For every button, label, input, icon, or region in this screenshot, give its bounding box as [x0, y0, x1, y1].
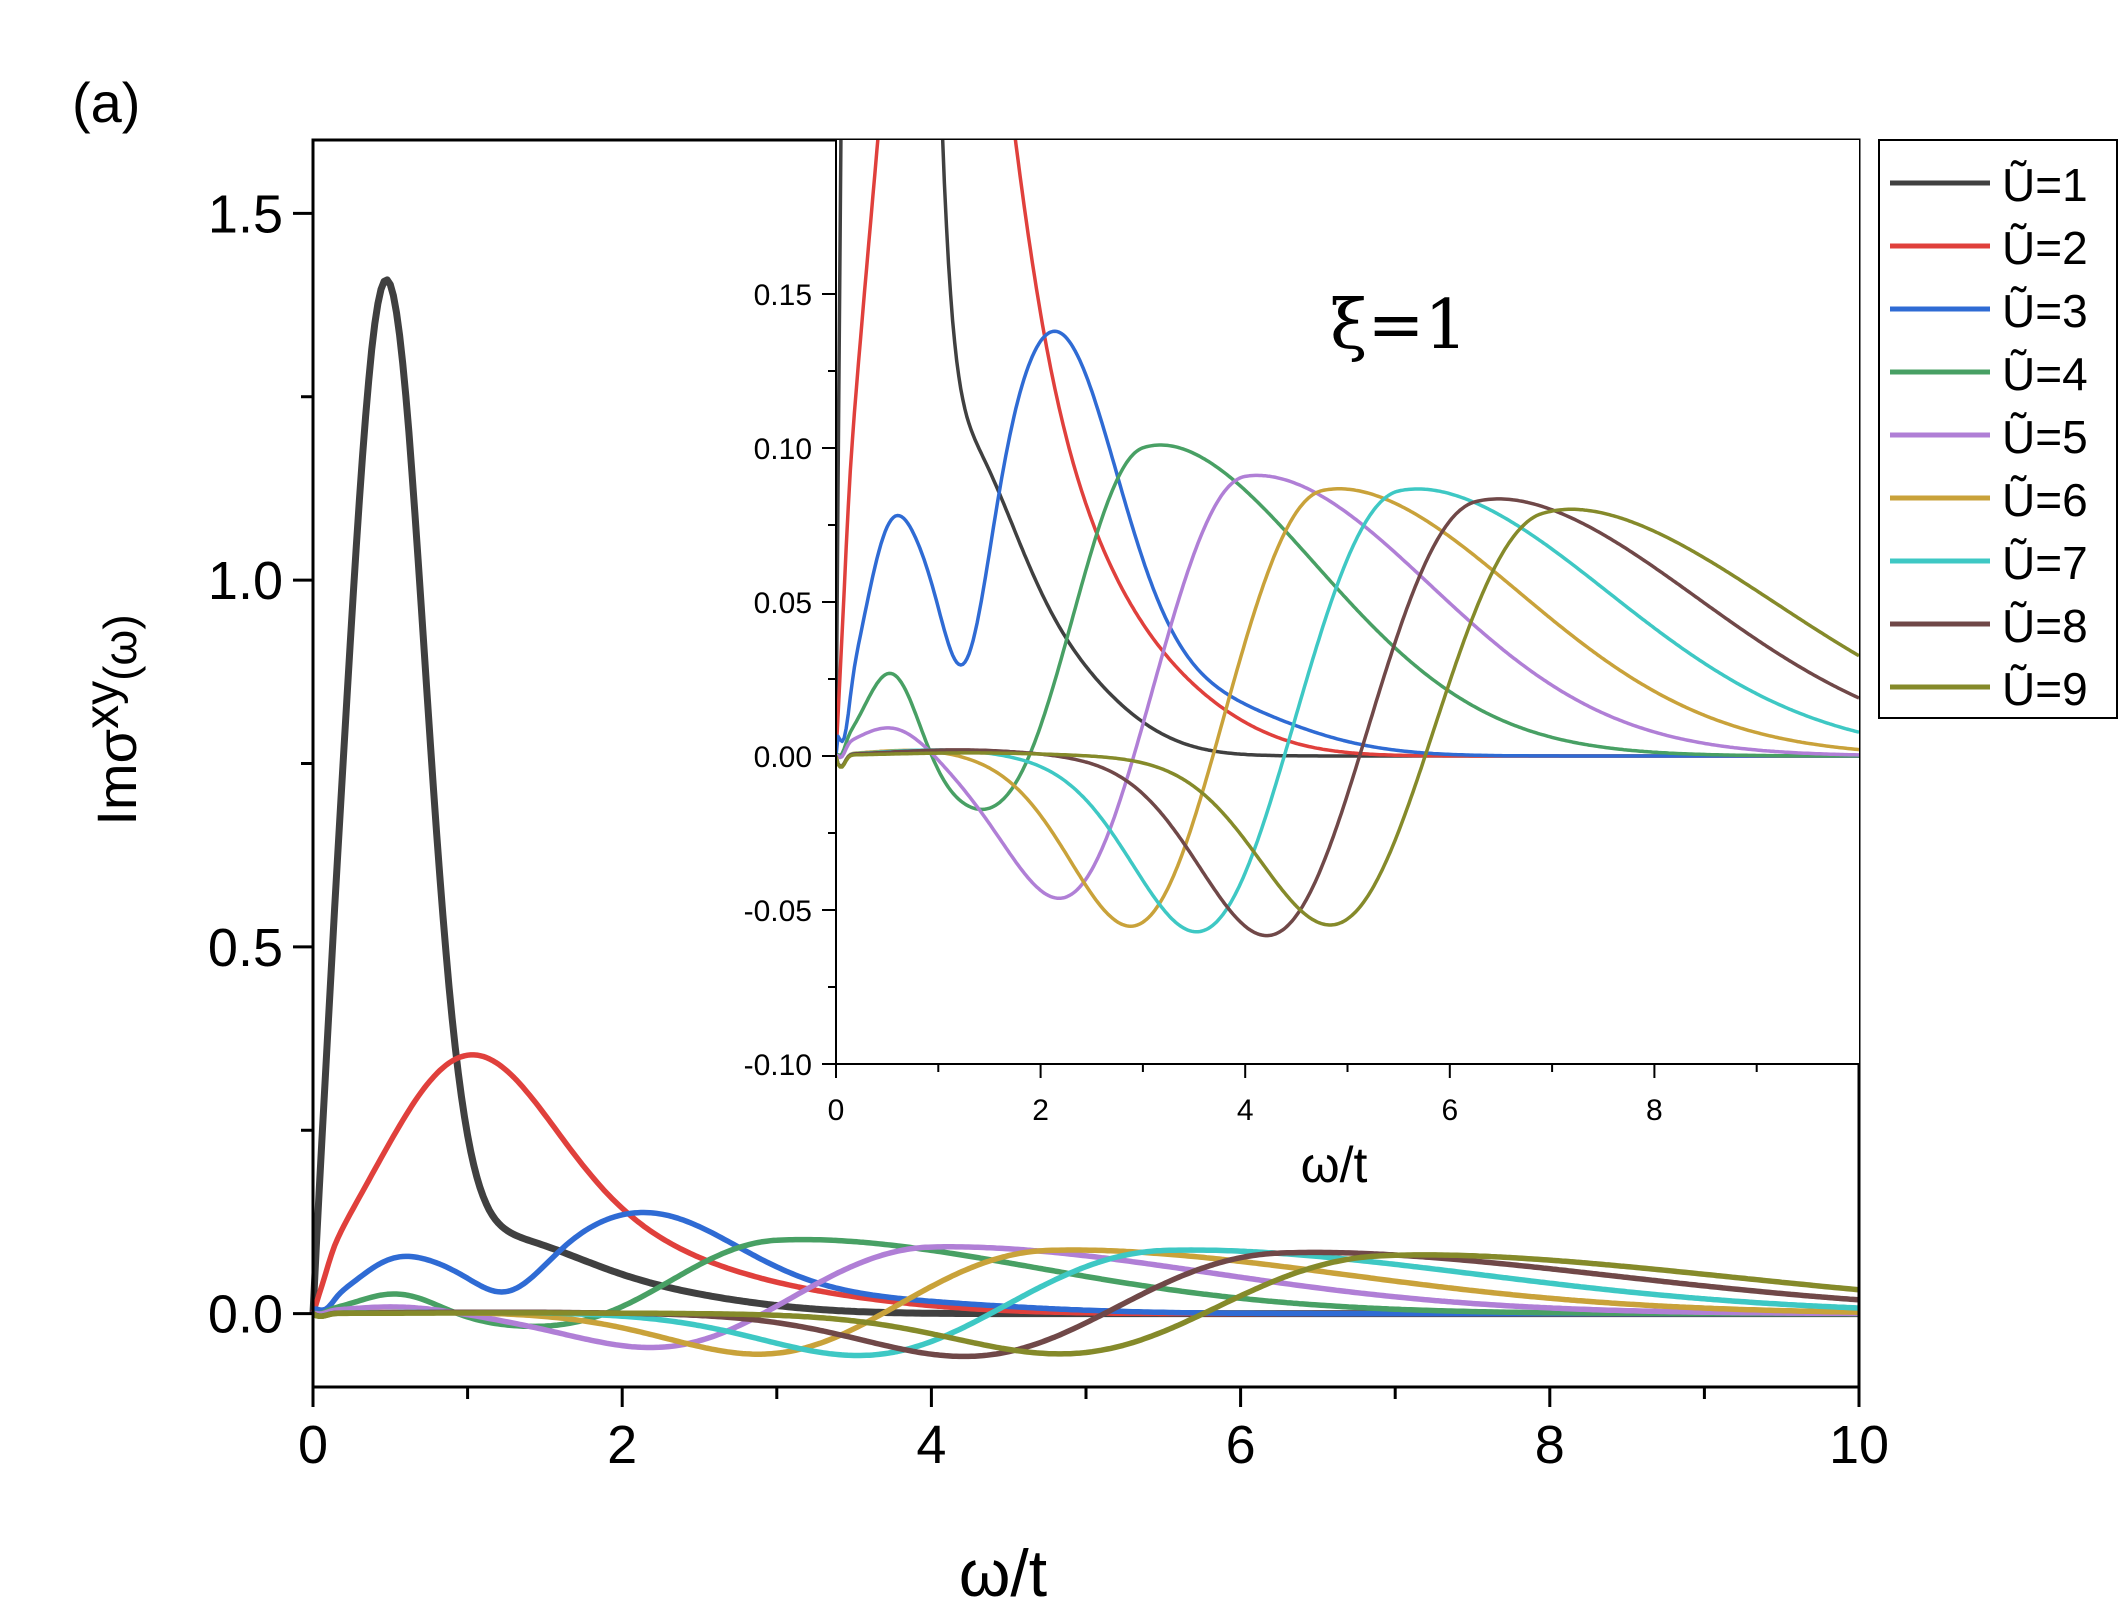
legend-label-u1: Ũ=1: [2002, 159, 2088, 211]
main-x-tick-label: 6: [1226, 1415, 1256, 1475]
inset-series-line-u7: [836, 487, 1859, 934]
legend-label-u6: Ũ=6: [2002, 474, 2088, 526]
main-series-line-u4: [312, 1236, 1859, 1330]
y-axis-label-base: Imσ: [85, 729, 148, 826]
y-axis-label-superscript: xy: [76, 681, 129, 729]
inset-x-axis-label: ω/t: [1301, 1137, 1368, 1193]
main-y-tick-label: 1.5: [208, 184, 283, 244]
legend-label-u3: Ũ=3: [2002, 285, 2088, 337]
legend-label-u4: Ũ=4: [2002, 348, 2088, 400]
main-y-tick-label: 0.5: [208, 918, 283, 978]
legend-label-u5: Ũ=5: [2002, 411, 2088, 463]
main-y-tick-label: 0.0: [208, 1285, 283, 1345]
inset-x-tick-label: 4: [1237, 1094, 1254, 1127]
inset-x-tick-label: 0: [828, 1094, 845, 1127]
inset-y-tick-label: 0.00: [754, 741, 812, 774]
y-axis-label-argument: (ω): [94, 614, 146, 681]
main-series-line-u9: [311, 1252, 1860, 1357]
inset-series-line-u9: [836, 507, 1859, 927]
legend-label-u9: Ũ=9: [2002, 663, 2088, 715]
legend-frame: [1878, 139, 2118, 719]
inset-series-line-u4: [836, 443, 1859, 812]
main-x-tick-label: 4: [916, 1415, 946, 1475]
inset-series-line-u5: [836, 473, 1859, 901]
inset-x-tick-label: 6: [1441, 1094, 1458, 1127]
main-y-tick-label: 1.0: [208, 551, 283, 611]
main-y-axis-label: Imσxy(ω): [76, 614, 148, 825]
inset-y-tick-label: 0.10: [754, 433, 812, 466]
main-x-tick-label: 2: [607, 1415, 637, 1475]
inset-x-tick-label: 8: [1646, 1094, 1663, 1127]
inset-x-tick-label: 2: [1032, 1094, 1049, 1127]
main-axis-ticks: 0 2 4 6 8 10 0.0 0.5 1.0 1.5: [208, 184, 1889, 1475]
inset-y-tick-label: 0.05: [754, 587, 812, 620]
inset-series-line-u3: [836, 329, 1859, 758]
legend-label-u8: Ũ=8: [2002, 600, 2088, 652]
inset-series-line-u8: [836, 497, 1859, 938]
panel-label: (a): [72, 71, 140, 134]
main-x-tick-label: 10: [1829, 1415, 1889, 1475]
legend-label-u2: Ũ=2: [2002, 222, 2088, 274]
main-series-line-u5: [313, 1244, 1859, 1351]
inset-y-tick-label: 0.15: [754, 279, 812, 312]
inset-series-line-u6: [836, 487, 1859, 928]
main-x-axis-label: ω/t: [959, 1536, 1047, 1610]
main-x-tick-label: 0: [298, 1415, 328, 1475]
inset-plot: 0 2 4 6 8 -0.10 -0.05 0.00 0.05 0.10 0.15 ω/t ξ=1: [744, 140, 1859, 1193]
inset-annotation: ξ=1: [1330, 286, 1468, 365]
inset-series-group: [836, 140, 1859, 938]
inset-y-tick-label: -0.05: [744, 895, 812, 928]
legend: Ũ=1 Ũ=2 Ũ=3 Ũ=4 Ũ=5 Ũ=6 Ũ=7 Ũ=8 Ũ=9: [1878, 139, 2118, 719]
inset-axis-ticks: 0 2 4 6 8 -0.10 -0.05 0.00 0.05 0.10 0.15: [744, 279, 1758, 1127]
main-series-line-u6: [311, 1247, 1859, 1357]
inset-y-tick-label: -0.10: [744, 1049, 812, 1082]
main-x-tick-label: 8: [1535, 1415, 1565, 1475]
legend-label-u7: Ũ=7: [2002, 537, 2088, 589]
main-series-group: [309, 276, 1860, 1360]
